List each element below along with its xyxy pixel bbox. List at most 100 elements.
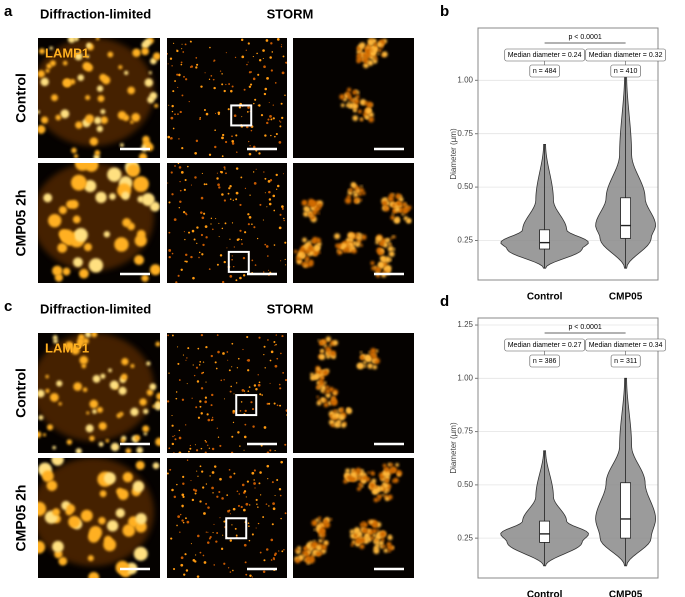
box xyxy=(539,229,550,250)
cluster-dot xyxy=(325,385,330,390)
x-tick-label: Control xyxy=(527,292,563,303)
localization xyxy=(266,464,270,468)
localization xyxy=(215,218,217,220)
localization xyxy=(245,49,247,51)
localization xyxy=(274,82,277,84)
localization xyxy=(176,524,178,527)
localization xyxy=(220,379,223,382)
cluster-dot xyxy=(356,189,360,193)
cluster-dot xyxy=(384,496,390,501)
blob xyxy=(122,472,133,483)
localization xyxy=(184,43,187,46)
localization xyxy=(236,367,239,369)
localization xyxy=(284,258,286,261)
blob xyxy=(38,110,40,114)
cluster-dot xyxy=(345,91,350,96)
blob xyxy=(130,407,139,417)
localization xyxy=(268,102,270,104)
cluster-dot xyxy=(302,237,307,243)
localization xyxy=(188,231,191,234)
cluster-dot xyxy=(329,518,333,521)
localization xyxy=(231,435,234,438)
cluster-dot xyxy=(388,549,391,553)
y-tick-label: 1.00 xyxy=(457,373,473,382)
localization xyxy=(270,134,272,137)
localization xyxy=(214,129,216,132)
localization xyxy=(229,539,232,542)
localization xyxy=(211,418,214,421)
localization xyxy=(207,418,211,422)
cluster-dot xyxy=(370,359,373,362)
blob xyxy=(88,571,100,578)
localization xyxy=(263,426,265,428)
blob xyxy=(75,121,83,129)
localization xyxy=(219,517,221,519)
blob xyxy=(102,76,111,85)
localization xyxy=(183,231,185,233)
localization xyxy=(211,416,214,419)
localization xyxy=(262,271,265,273)
localization xyxy=(197,475,199,477)
blob xyxy=(135,460,145,470)
localization xyxy=(227,192,230,195)
localization xyxy=(199,361,202,363)
blob xyxy=(135,513,147,525)
cluster-dot xyxy=(401,212,405,216)
panel-label: d xyxy=(440,293,449,310)
cluster-dot xyxy=(312,210,317,216)
blob xyxy=(70,174,87,191)
localization xyxy=(172,127,175,130)
localization xyxy=(217,111,221,115)
localization xyxy=(264,177,267,180)
localization xyxy=(170,116,174,120)
localization xyxy=(261,394,264,396)
blob xyxy=(60,109,70,119)
localization xyxy=(242,274,246,277)
localization xyxy=(216,495,219,498)
localization xyxy=(280,102,283,105)
localization xyxy=(169,57,173,60)
localization xyxy=(271,481,274,484)
localization xyxy=(265,39,269,42)
localization xyxy=(167,400,170,403)
median-label: Median diameter = 0.24 xyxy=(508,52,582,59)
blob xyxy=(51,94,58,102)
cluster-dot xyxy=(330,423,335,428)
blob xyxy=(62,78,71,88)
cluster-dot xyxy=(307,252,311,257)
cluster-dot xyxy=(377,494,381,499)
cluster-dot xyxy=(388,534,392,538)
localization xyxy=(205,483,208,485)
cluster-dot xyxy=(318,538,323,543)
cluster-dot xyxy=(372,488,378,494)
localization xyxy=(246,335,249,339)
cluster-dot xyxy=(318,251,321,254)
localization xyxy=(205,183,208,186)
localization xyxy=(280,460,283,464)
cluster-dot xyxy=(374,57,378,60)
blob xyxy=(133,254,145,266)
cluster-dot xyxy=(324,521,331,529)
cluster-dot xyxy=(380,477,384,480)
blob xyxy=(98,441,104,447)
cluster-dot xyxy=(372,364,378,370)
cluster-dot xyxy=(310,376,315,381)
cluster-dot xyxy=(315,237,321,243)
localization xyxy=(240,176,243,179)
cluster-dot xyxy=(359,198,363,202)
cluster-dot xyxy=(359,355,365,361)
localization xyxy=(235,382,238,384)
cluster-dot xyxy=(330,350,336,357)
localization xyxy=(204,439,207,442)
localization xyxy=(243,508,246,512)
localization xyxy=(276,188,278,190)
blob xyxy=(96,406,103,413)
blob xyxy=(118,65,123,70)
localization xyxy=(246,63,248,66)
localization xyxy=(188,450,190,453)
localization xyxy=(217,350,220,354)
cluster-dot xyxy=(391,235,395,238)
cluster-dot xyxy=(337,424,341,428)
x-tick-label: CMP05 xyxy=(609,292,643,303)
box xyxy=(539,520,550,543)
